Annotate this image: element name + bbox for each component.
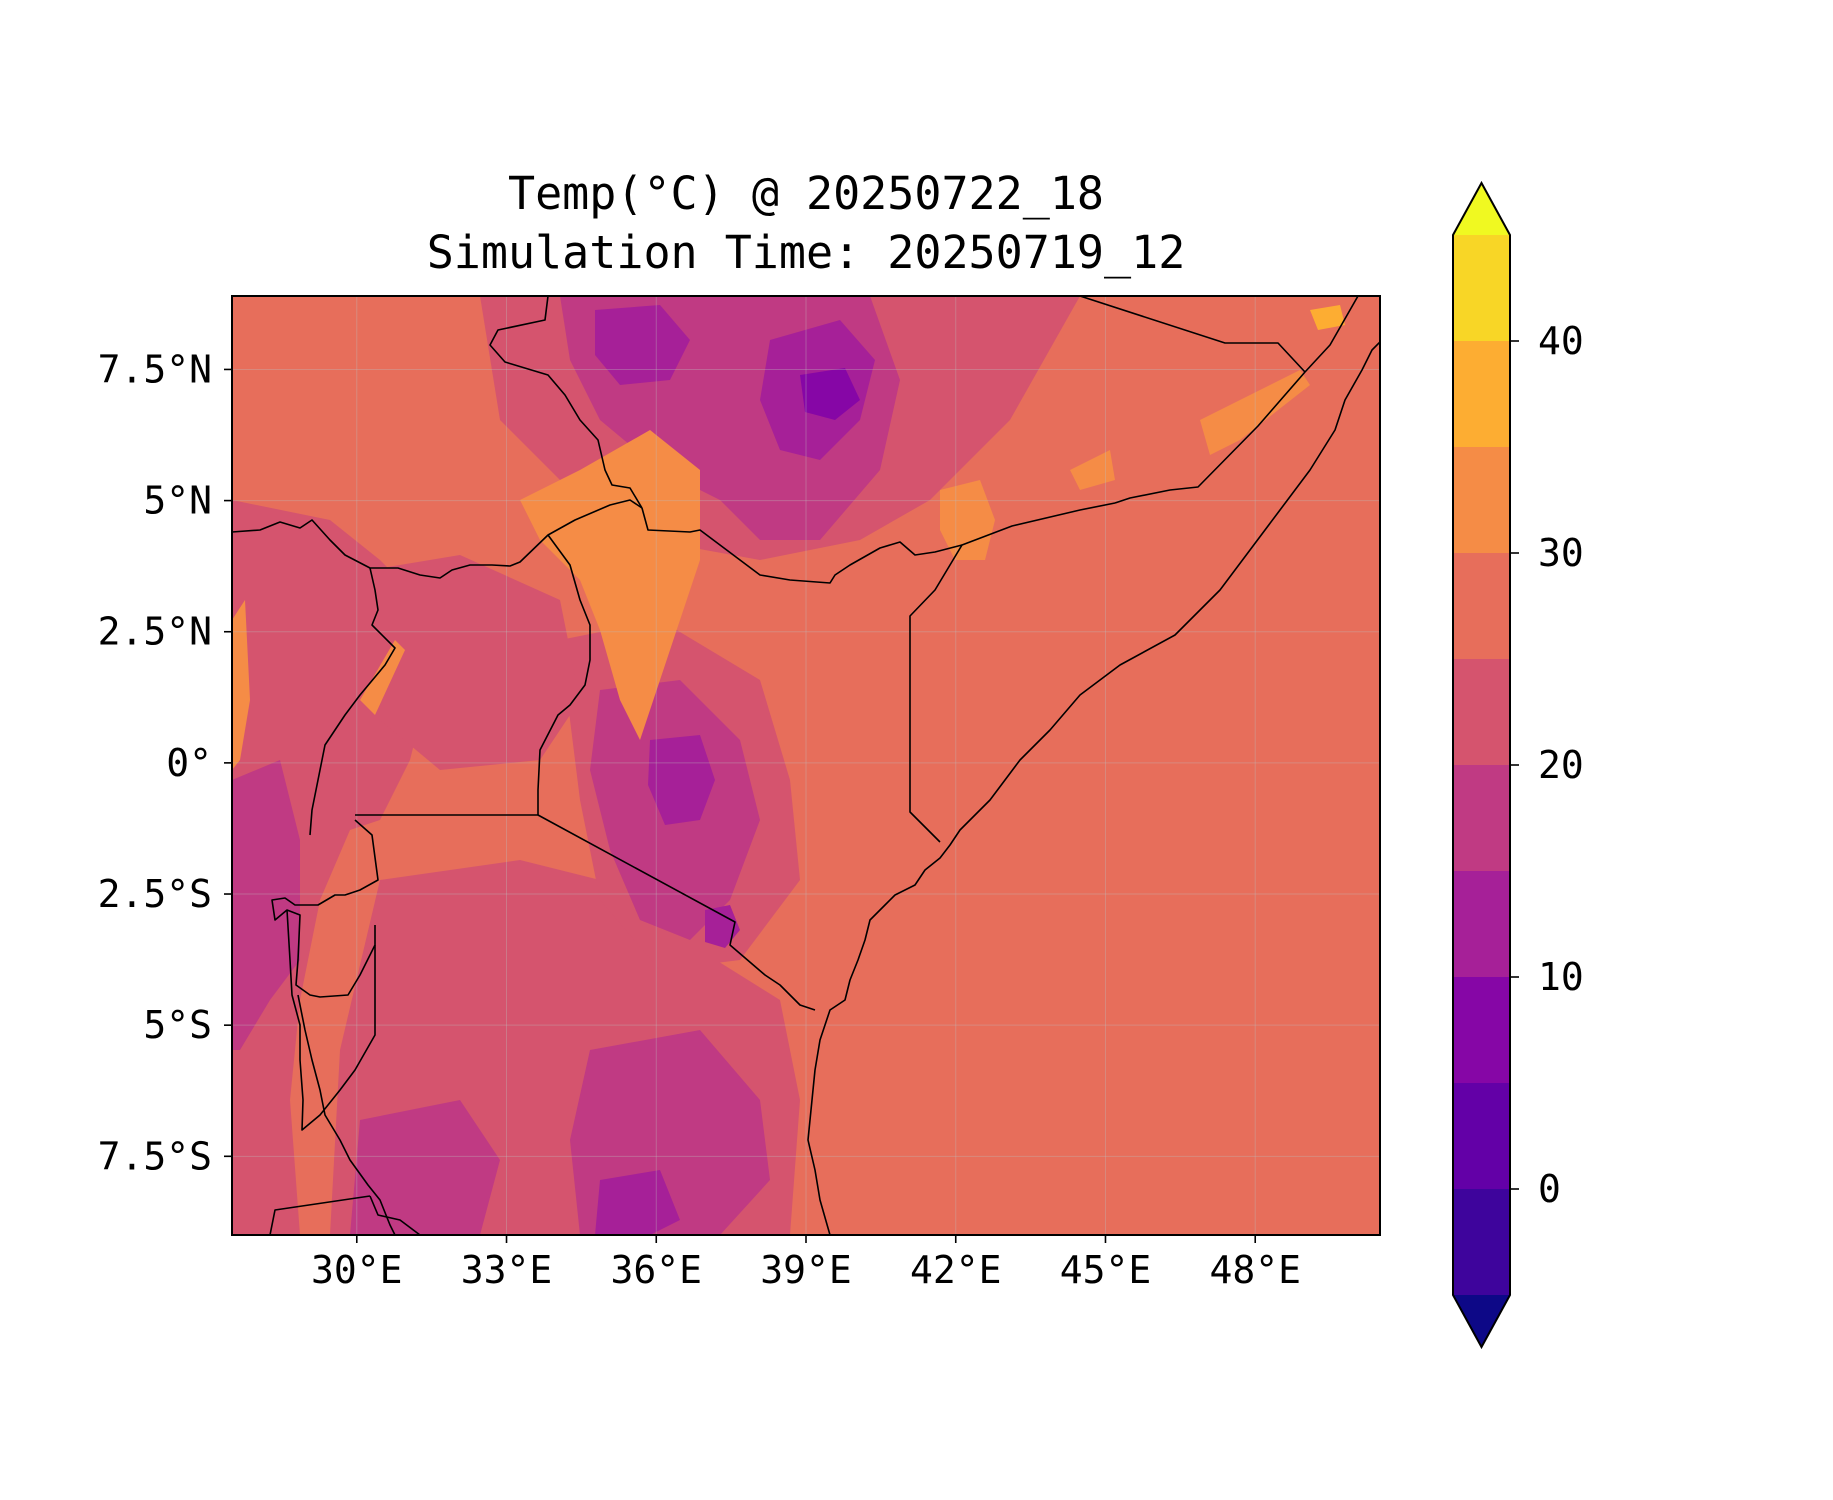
colorbar-extend-max xyxy=(1453,183,1510,235)
border-tanzania-malawi xyxy=(369,1195,421,1235)
colorbar: 0 10 20 30 40 xyxy=(1452,180,1584,1350)
border-ethiopia-somalia xyxy=(1114,296,1359,504)
chart-title-line-1: Temp(°C) @ 20250722_18 xyxy=(507,167,1105,220)
y-tick-label: 5°N xyxy=(143,479,212,523)
colorbar-tick-label: 20 xyxy=(1538,743,1584,787)
chart-title-line-2: Simulation Time: 20250719_12 xyxy=(426,226,1186,279)
border-uganda-drc xyxy=(309,567,396,836)
colorbar-bin xyxy=(1453,447,1510,553)
contour-uganda-north xyxy=(370,555,580,770)
border-somaliland xyxy=(1079,296,1306,373)
colorbar-tick-label: 40 xyxy=(1538,319,1584,363)
y-tick-label: 7.5°S xyxy=(98,1134,212,1178)
colorbar-bin xyxy=(1453,659,1510,765)
coastline-east-africa xyxy=(807,341,1380,1235)
colorbar-bin xyxy=(1453,1083,1510,1189)
x-tick-label: 36°E xyxy=(611,1248,703,1292)
contour-somali-coast-hot xyxy=(1200,370,1310,455)
map-panel: 30°E 33°E 36°E 39°E 42°E 45°E 48°E 7.5°N 5°N 2.5… xyxy=(98,295,1381,1292)
colorbar-bin xyxy=(1453,341,1510,447)
colorbar-bin xyxy=(1453,1189,1510,1295)
contour-kenya-peak xyxy=(648,735,715,825)
border-kenya-tanzania xyxy=(537,814,816,1011)
contour-somalia-peak-hot xyxy=(1310,305,1345,330)
map-gridlines xyxy=(232,296,1380,1235)
border-drc-zambia-tanzania xyxy=(297,994,396,1235)
contour-ogaden-hot-2 xyxy=(1070,450,1115,490)
contour-coldest-core xyxy=(800,368,860,420)
x-tick-label: 39°E xyxy=(760,1248,852,1292)
y-tick-label: 7.5°N xyxy=(98,347,212,391)
contour-lake-turkana-basin xyxy=(520,430,700,740)
contour-sudan-hot xyxy=(232,600,250,770)
y-tick-label: 5°S xyxy=(143,1003,212,1047)
border-drc-tanzania-lake-tanganyika xyxy=(286,909,376,1131)
x-tick-label: 42°E xyxy=(910,1248,1002,1292)
y-tick-label: 2.5°S xyxy=(98,872,212,916)
border-rwanda-burundi xyxy=(271,819,379,998)
contour-lake-albert-hot xyxy=(360,640,405,715)
border-zambia xyxy=(269,1195,371,1235)
contour-ethiopia-peak-2 xyxy=(595,305,690,385)
colorbar-extend-min xyxy=(1453,1295,1510,1347)
x-axis: 30°E 33°E 36°E 39°E 42°E 45°E 48°E xyxy=(311,1235,1301,1292)
colorbar-bin xyxy=(1453,977,1510,1083)
border-uganda-kenya xyxy=(537,534,591,815)
x-tick-label: 33°E xyxy=(461,1248,553,1292)
border-south-sudan-uganda-kenya xyxy=(232,499,643,579)
colorbar-bin xyxy=(1453,765,1510,871)
border-kenya-ethiopia xyxy=(641,507,963,584)
y-tick-label: 2.5°N xyxy=(98,610,212,654)
contour-tanzania-peak xyxy=(595,1170,680,1235)
colorbar-bin xyxy=(1453,553,1510,659)
colorbar-tick-label: 10 xyxy=(1538,955,1584,999)
border-kenya-somalia xyxy=(909,502,1116,843)
contour-rift-west xyxy=(232,760,300,1050)
contour-tanzania-southwest xyxy=(350,1100,500,1235)
temperature-contours xyxy=(232,296,1345,1235)
colorbar-bin xyxy=(1453,235,1510,341)
colorbar-bin xyxy=(1453,871,1510,977)
y-tick-label: 0° xyxy=(166,741,212,785)
colorbar-outline xyxy=(1452,180,1511,1350)
x-tick-label: 45°E xyxy=(1060,1248,1152,1292)
x-tick-label: 30°E xyxy=(311,1248,403,1292)
colorbar-tick-label: 0 xyxy=(1538,1167,1561,1211)
x-tick-label: 48°E xyxy=(1209,1248,1301,1292)
country-borders xyxy=(232,296,1380,1235)
colorbar-tick-label: 30 xyxy=(1538,531,1584,575)
y-axis: 7.5°N 5°N 2.5°N 0° 2.5°S 5°S 7.5°S xyxy=(98,347,232,1178)
contour-ogaden-hot-1 xyxy=(940,480,995,560)
border-south-sudan-ethiopia xyxy=(489,296,643,509)
